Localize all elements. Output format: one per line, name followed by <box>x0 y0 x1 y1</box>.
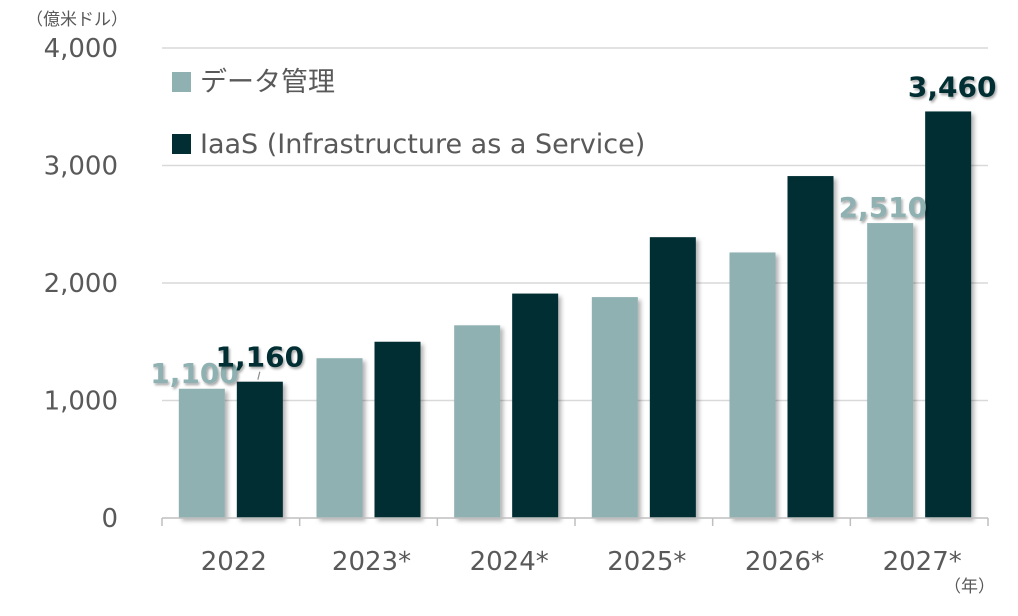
x-tick-label: 2025* <box>607 547 686 577</box>
y-tick-label: 4,000 <box>44 34 118 64</box>
x-axis-unit-label: （年） <box>944 577 995 597</box>
bar-iaas <box>236 381 283 518</box>
data-label: 3,460 <box>908 70 997 103</box>
bar-data-management <box>867 223 914 518</box>
y-tick-label: 2,000 <box>44 269 118 299</box>
bar-data-management <box>178 388 225 518</box>
gridlines <box>162 47 988 402</box>
x-tick-label: 2026* <box>745 547 824 577</box>
bar-iaas <box>649 237 696 519</box>
legend-label: データ管理 <box>200 67 335 98</box>
data-label: 1,100 <box>150 357 239 390</box>
bar-iaas <box>787 176 834 518</box>
bar-iaas <box>925 111 972 518</box>
legend: データ管理 IaaS (Infrastructure as a Service) <box>172 67 645 160</box>
y-axis-unit-label: （億米ドル） <box>26 10 128 30</box>
legend-label: IaaS (Infrastructure as a Service) <box>200 129 645 160</box>
x-tick-label: 2022 <box>201 547 267 577</box>
x-tick-label: 2024* <box>470 547 549 577</box>
data-label-leader-line <box>257 371 261 380</box>
y-axis-ticks: 0 1,000 2,000 3,000 4,000 <box>44 34 118 534</box>
x-axis: 2022 2023* 2024* 2025* 2026* 2027* <box>161 517 989 577</box>
bar-data-management <box>454 325 501 518</box>
data-label: 1,160 <box>216 341 305 374</box>
bar-data-management <box>729 252 776 518</box>
legend-swatch <box>172 134 191 154</box>
data-labels: 1,100 2,510 1,160 3,460 <box>150 70 996 389</box>
bar-data-management <box>591 297 638 518</box>
bar-iaas <box>512 293 559 518</box>
data-label: 2,510 <box>839 191 928 224</box>
bar-series <box>178 111 972 519</box>
y-tick-label: 3,000 <box>44 152 118 182</box>
y-tick-label: 0 <box>101 504 118 534</box>
x-tick-label: 2023* <box>332 547 411 577</box>
legend-swatch <box>172 72 191 92</box>
x-tick-label: 2027* <box>883 547 962 577</box>
y-tick-label: 1,000 <box>44 387 118 417</box>
bar-iaas <box>374 341 421 518</box>
bar-data-management <box>316 358 363 518</box>
